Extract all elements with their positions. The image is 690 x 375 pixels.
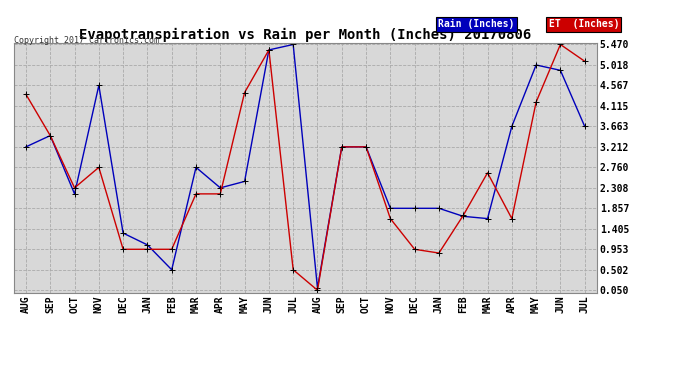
Rain (Inches) <box>265 48 273 52</box>
Rain (Inches) <box>46 134 55 138</box>
Rain (Inches) <box>337 145 346 149</box>
Line: ET  (Inches): ET (Inches) <box>23 42 587 293</box>
ET  (Inches) <box>386 216 395 221</box>
Rain (Inches) <box>532 63 540 67</box>
ET  (Inches) <box>580 59 589 63</box>
ET  (Inches) <box>289 267 297 272</box>
ET  (Inches) <box>192 192 200 196</box>
ET  (Inches) <box>362 145 371 149</box>
Rain (Inches) <box>435 206 443 210</box>
Text: Rain (Inches): Rain (Inches) <box>438 20 515 29</box>
Rain (Inches) <box>95 83 103 88</box>
Rain (Inches) <box>168 267 176 272</box>
Rain (Inches) <box>144 243 152 247</box>
ET  (Inches) <box>484 171 492 175</box>
Rain (Inches) <box>580 124 589 129</box>
Rain (Inches) <box>508 124 516 129</box>
Rain (Inches) <box>411 206 419 210</box>
Rain (Inches) <box>362 145 371 149</box>
Rain (Inches) <box>192 165 200 170</box>
Rain (Inches) <box>459 214 467 219</box>
ET  (Inches) <box>168 247 176 252</box>
ET  (Inches) <box>265 48 273 52</box>
ET  (Inches) <box>411 247 419 252</box>
Title: Evapotranspiration vs Rain per Month (Inches) 20170806: Evapotranspiration vs Rain per Month (In… <box>79 28 531 42</box>
ET  (Inches) <box>556 42 564 47</box>
Rain (Inches) <box>386 206 395 210</box>
Text: ET  (Inches): ET (Inches) <box>549 20 619 29</box>
Rain (Inches) <box>313 286 322 290</box>
Rain (Inches) <box>70 192 79 196</box>
Rain (Inches) <box>240 179 248 184</box>
ET  (Inches) <box>435 251 443 255</box>
Text: Copyright 2017 Cartronics.com: Copyright 2017 Cartronics.com <box>14 36 159 45</box>
ET  (Inches) <box>216 192 224 196</box>
Rain (Inches) <box>216 186 224 190</box>
ET  (Inches) <box>95 165 103 170</box>
ET  (Inches) <box>22 92 30 97</box>
ET  (Inches) <box>313 288 322 292</box>
Rain (Inches) <box>289 42 297 47</box>
Rain (Inches) <box>556 68 564 73</box>
ET  (Inches) <box>70 186 79 190</box>
Rain (Inches) <box>22 145 30 149</box>
ET  (Inches) <box>46 134 55 138</box>
ET  (Inches) <box>459 213 467 217</box>
Line: Rain (Inches): Rain (Inches) <box>23 42 587 291</box>
ET  (Inches) <box>337 145 346 149</box>
ET  (Inches) <box>532 100 540 104</box>
ET  (Inches) <box>508 216 516 221</box>
ET  (Inches) <box>119 247 127 252</box>
ET  (Inches) <box>144 247 152 252</box>
Rain (Inches) <box>484 216 492 221</box>
ET  (Inches) <box>240 90 248 95</box>
Rain (Inches) <box>119 231 127 236</box>
